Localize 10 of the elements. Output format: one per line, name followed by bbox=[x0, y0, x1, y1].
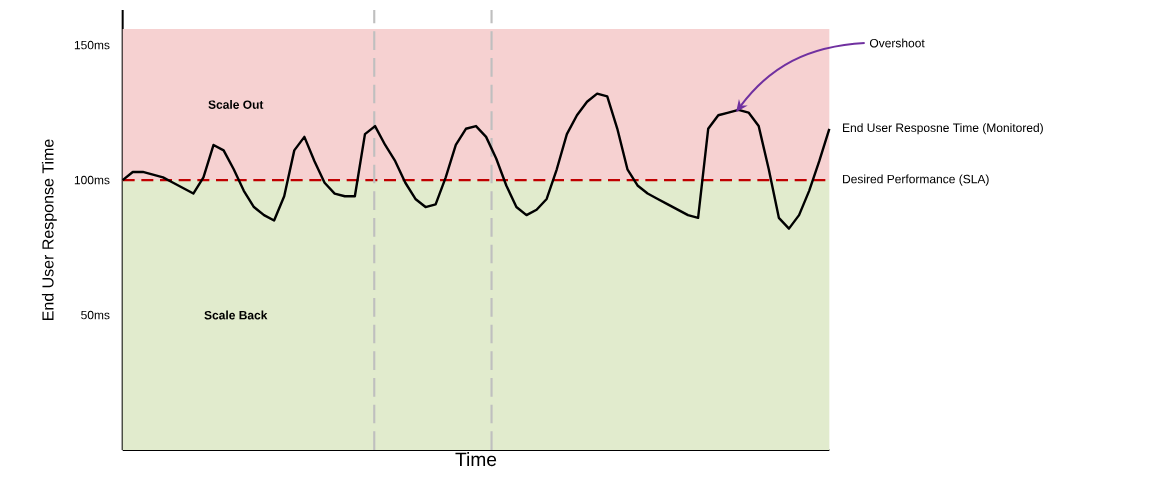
text: Overshoot bbox=[869, 38, 925, 48]
series-label: End User Resposne Time (Monitored) bbox=[843, 123, 1043, 135]
y-tick-label: 150ms bbox=[74, 40, 110, 50]
band-label: Scale Out bbox=[208, 100, 264, 109]
x-axis-title: Time bbox=[455, 452, 497, 467]
y-tick-label: 100ms bbox=[74, 175, 110, 185]
y-tick-label: 50ms bbox=[81, 310, 110, 320]
y-axis-title: End User Response Time bbox=[41, 139, 57, 320]
band-label: Scale Back bbox=[204, 310, 268, 320]
ref-line-label: Desired Performance (SLA) bbox=[843, 174, 989, 186]
